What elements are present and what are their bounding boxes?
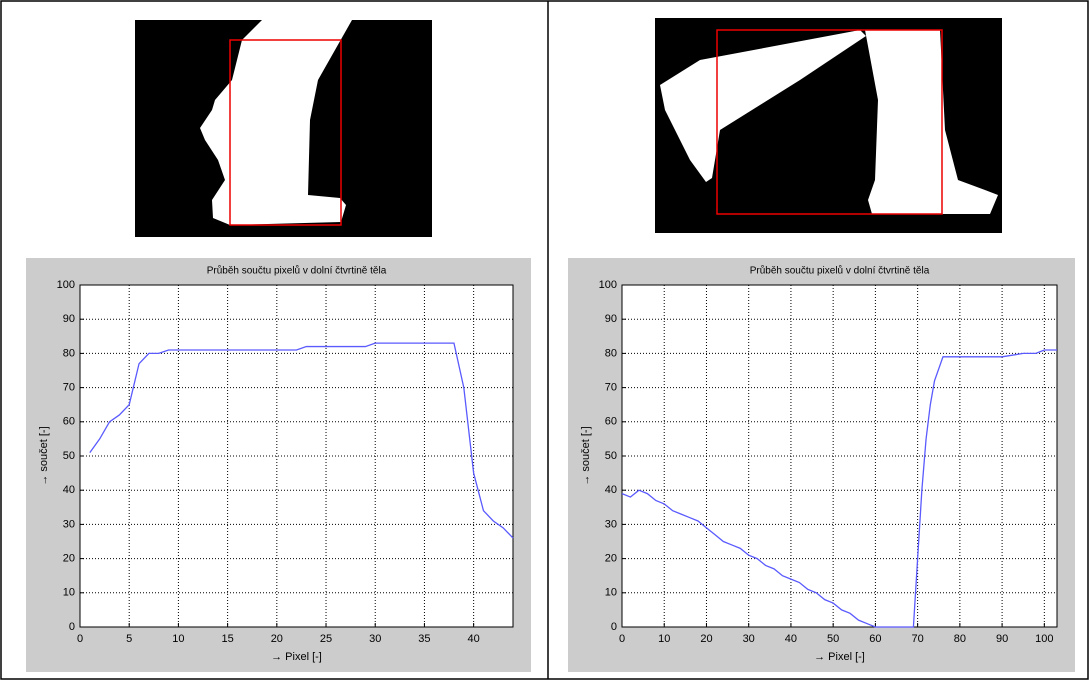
y-tick-label: 10 bbox=[605, 587, 617, 599]
y-tick-label: 90 bbox=[605, 313, 617, 325]
x-tick-label: 30 bbox=[369, 633, 381, 645]
chart-title: Průběh součtu pixelů v dolní čtvrtině tě… bbox=[207, 265, 387, 277]
x-axis-label: → Pixel [-] bbox=[814, 651, 865, 663]
x-tick-label: 15 bbox=[221, 633, 233, 645]
x-tick-label: 0 bbox=[77, 633, 83, 645]
x-tick-label: 80 bbox=[954, 633, 966, 645]
x-axis-label: → Pixel [-] bbox=[271, 651, 322, 663]
data-line bbox=[89, 342, 514, 539]
y-tick-label: 80 bbox=[63, 347, 75, 359]
x-tick-label: 30 bbox=[743, 633, 755, 645]
y-tick-label: 40 bbox=[605, 484, 617, 496]
y-tick-label: 10 bbox=[63, 587, 75, 599]
y-tick-label: 70 bbox=[63, 382, 75, 394]
y-tick-label: 0 bbox=[69, 621, 75, 633]
x-tick-label: 0 bbox=[619, 633, 625, 645]
y-tick-label: 60 bbox=[605, 416, 617, 428]
x-tick-label: 100 bbox=[1035, 633, 1053, 645]
y-tick-label: 50 bbox=[605, 450, 617, 462]
x-tick-label: 10 bbox=[172, 633, 184, 645]
y-tick-label: 100 bbox=[57, 279, 75, 291]
x-tick-label: 20 bbox=[271, 633, 283, 645]
y-axis-label: → součet [-] bbox=[580, 426, 592, 485]
x-tick-label: 40 bbox=[785, 633, 797, 645]
y-tick-label: 30 bbox=[63, 518, 75, 530]
silhouette-right bbox=[655, 18, 1002, 233]
y-axis-label: → součet [-] bbox=[38, 426, 50, 485]
x-tick-label: 25 bbox=[320, 633, 332, 645]
y-tick-label: 70 bbox=[605, 382, 617, 394]
x-tick-label: 35 bbox=[418, 633, 430, 645]
silhouette-left bbox=[135, 20, 432, 237]
y-tick-label: 30 bbox=[605, 518, 617, 530]
x-tick-label: 90 bbox=[996, 633, 1008, 645]
x-tick-label: 60 bbox=[869, 633, 881, 645]
x-tick-label: 10 bbox=[658, 633, 670, 645]
y-tick-label: 60 bbox=[63, 416, 75, 428]
x-tick-label: 40 bbox=[468, 633, 480, 645]
y-tick-label: 90 bbox=[63, 313, 75, 325]
y-tick-label: 80 bbox=[605, 347, 617, 359]
x-tick-label: 5 bbox=[126, 633, 132, 645]
data-line bbox=[621, 349, 1057, 628]
y-tick-label: 100 bbox=[599, 279, 617, 291]
chart-title: Průběh součtu pixelů v dolní čtvrtině tě… bbox=[750, 265, 930, 277]
x-tick-label: 70 bbox=[912, 633, 924, 645]
y-tick-label: 20 bbox=[63, 553, 75, 565]
y-tick-label: 40 bbox=[63, 484, 75, 496]
y-tick-label: 0 bbox=[611, 621, 617, 633]
x-tick-label: 20 bbox=[700, 633, 712, 645]
y-tick-label: 50 bbox=[63, 450, 75, 462]
y-tick-label: 20 bbox=[605, 553, 617, 565]
x-tick-label: 50 bbox=[827, 633, 839, 645]
